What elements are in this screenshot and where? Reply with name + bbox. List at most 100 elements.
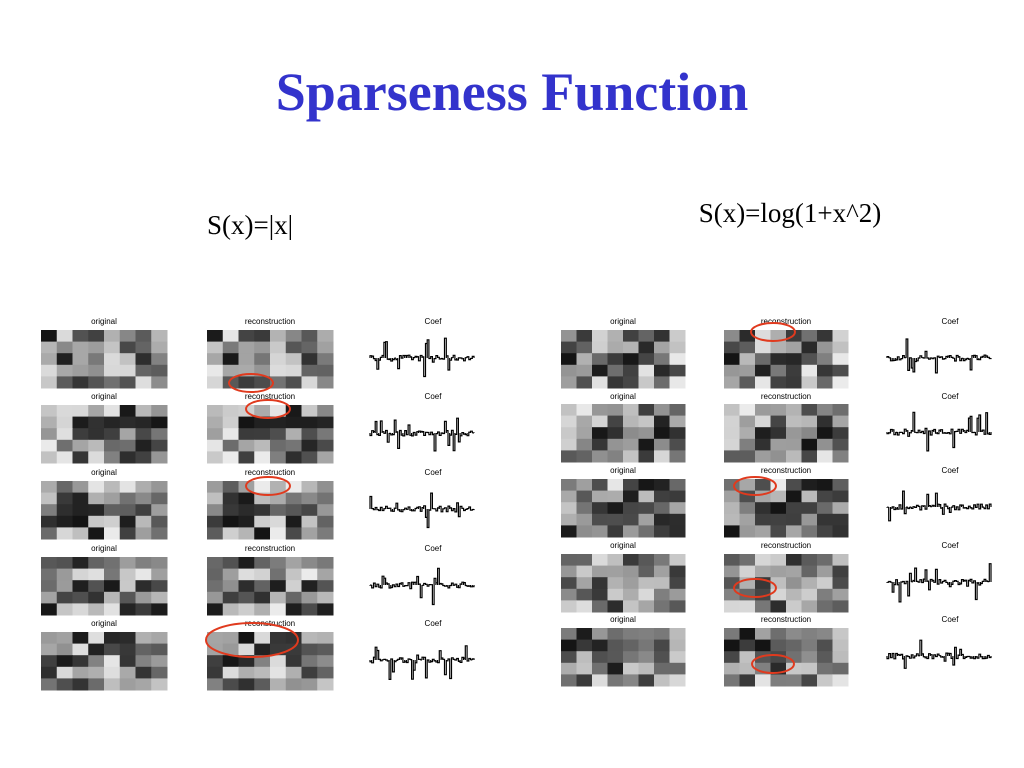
pixel <box>724 427 740 440</box>
pixel <box>301 504 318 517</box>
pixel <box>739 438 756 451</box>
pixel <box>104 515 121 528</box>
pixel <box>592 513 608 526</box>
pixel <box>301 643 318 656</box>
pixel <box>119 405 136 418</box>
pixel <box>638 415 655 428</box>
pixel <box>724 502 740 515</box>
pixel <box>151 580 168 593</box>
pixel <box>41 451 58 464</box>
pixel <box>88 481 105 494</box>
pixel <box>669 490 686 503</box>
pixel <box>104 557 121 570</box>
pixel <box>317 341 334 354</box>
pixel <box>270 527 287 540</box>
pixel <box>623 588 639 601</box>
pixel <box>222 428 239 441</box>
pixel <box>739 639 756 652</box>
pixel <box>786 565 802 578</box>
pixel <box>151 666 168 679</box>
pixel <box>88 376 105 389</box>
pixel <box>724 662 740 675</box>
pixel <box>786 353 802 366</box>
pixel <box>817 639 833 652</box>
pixel <box>561 404 577 417</box>
pixel <box>41 341 58 354</box>
pixel <box>755 450 771 463</box>
pixel <box>801 600 818 613</box>
pixel <box>41 580 58 593</box>
panel-label: original <box>610 541 636 550</box>
pixel <box>88 439 105 452</box>
pixel <box>88 405 105 418</box>
pixel <box>576 577 593 590</box>
pixel <box>592 364 608 377</box>
pixel <box>254 568 271 581</box>
original-image <box>561 554 686 613</box>
pixel <box>317 591 334 604</box>
pixel <box>238 678 255 691</box>
pixel <box>222 341 239 354</box>
pixel <box>56 568 73 581</box>
pixel <box>607 554 624 567</box>
pixel <box>135 666 152 679</box>
pixel <box>207 655 224 668</box>
pixel <box>151 364 168 377</box>
pixel <box>222 353 239 366</box>
pixel <box>576 662 593 675</box>
pixel <box>151 353 168 366</box>
pixel <box>135 353 152 366</box>
coef-plot <box>886 490 992 522</box>
pixel <box>151 632 168 645</box>
pixel <box>207 439 224 452</box>
pixel <box>119 557 136 570</box>
panel-label: original <box>91 317 117 326</box>
pixel <box>238 580 255 593</box>
pixel <box>56 603 73 616</box>
pixel <box>88 568 105 581</box>
pixel <box>317 353 334 366</box>
pixel <box>88 515 105 528</box>
pixel <box>770 525 787 538</box>
pixel <box>739 341 756 354</box>
pixel <box>592 415 608 428</box>
pixel <box>222 416 239 429</box>
pixel <box>801 513 818 526</box>
pixel <box>207 353 224 366</box>
pixel <box>607 639 624 652</box>
pixel <box>801 639 818 652</box>
pixel <box>301 678 318 691</box>
pixel <box>832 341 849 354</box>
pixel <box>801 651 818 664</box>
pixel <box>817 565 833 578</box>
pixel <box>817 353 833 366</box>
pixel <box>119 364 136 377</box>
pixel <box>254 353 271 366</box>
pixel <box>576 438 593 451</box>
pixel <box>207 580 224 593</box>
panel-label: original <box>610 615 636 624</box>
panel-label: Coef <box>942 615 960 624</box>
pixel <box>41 655 58 668</box>
pixel <box>135 416 152 429</box>
pixel <box>623 639 639 652</box>
pixel <box>623 662 639 675</box>
pixel <box>104 341 121 354</box>
pixel <box>119 504 136 517</box>
pixel <box>207 568 224 581</box>
pixel <box>285 666 302 679</box>
pixel <box>623 513 639 526</box>
pixel <box>238 666 255 679</box>
pixel <box>561 674 577 687</box>
pixel <box>317 364 334 377</box>
pixel <box>254 376 271 389</box>
pixel <box>623 479 639 492</box>
pixel <box>104 678 121 691</box>
pixel <box>151 643 168 656</box>
pixel <box>561 600 577 613</box>
pixel <box>739 404 756 417</box>
pixel <box>301 376 318 389</box>
pixel <box>739 662 756 675</box>
pixel <box>301 481 318 494</box>
panel-label: reconstruction <box>761 541 811 550</box>
